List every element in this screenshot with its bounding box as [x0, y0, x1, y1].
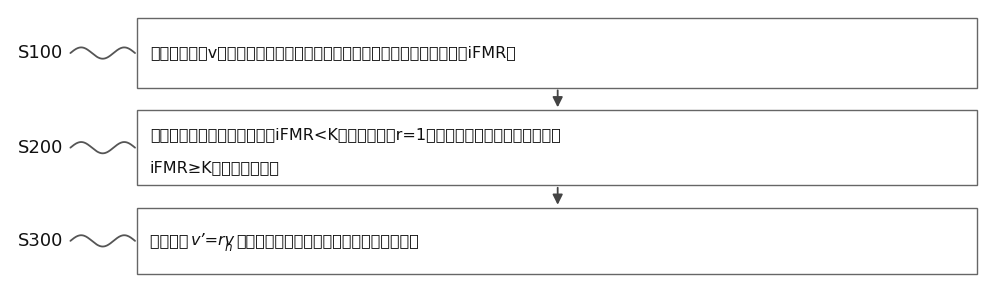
Text: ，获取修正后的最大充血状态下血流速度。: ，获取修正后的最大充血状态下血流速度。 — [236, 233, 419, 248]
Bar — [137, 110, 977, 185]
Text: h: h — [224, 241, 232, 254]
Text: S300: S300 — [18, 232, 63, 250]
Text: v’=rv: v’=rv — [191, 233, 235, 248]
Bar — [137, 18, 977, 88]
Text: iFMR≥K，则调节参数；: iFMR≥K，则调节参数； — [150, 160, 280, 175]
Text: 根据公式: 根据公式 — [150, 233, 199, 248]
Text: S100: S100 — [18, 44, 63, 62]
Bar — [137, 208, 977, 274]
Text: 如果舒张期的微循环阻力指数iFMR<K，则调节参数r=1；如果舒张期的微循环阻力指数: 如果舒张期的微循环阻力指数iFMR<K，则调节参数r=1；如果舒张期的微循环阻力… — [150, 127, 561, 142]
Text: S200: S200 — [18, 139, 63, 157]
Text: 根据血流速度v、主动脉压波形、影响参数，获取舒张期的微循环阻力指数iFMR；: 根据血流速度v、主动脉压波形、影响参数，获取舒张期的微循环阻力指数iFMR； — [150, 46, 516, 60]
